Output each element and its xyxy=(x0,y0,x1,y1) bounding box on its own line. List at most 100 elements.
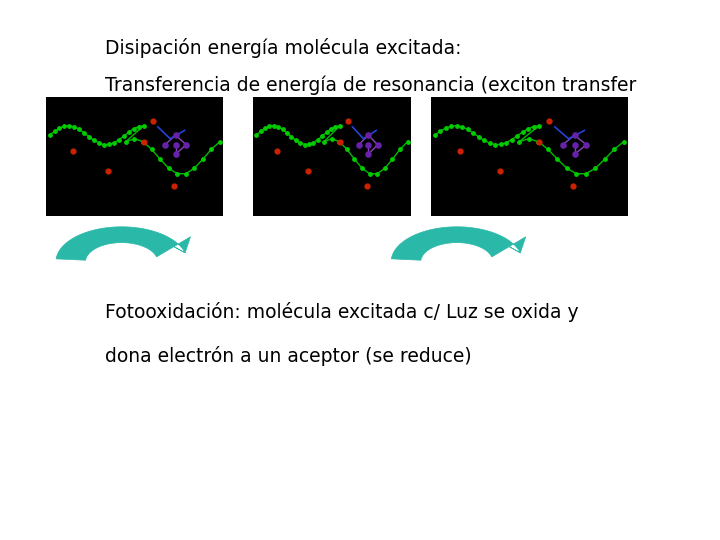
Point xyxy=(451,122,462,130)
Point xyxy=(402,137,413,146)
Point xyxy=(98,140,109,149)
Point xyxy=(129,134,140,143)
Point xyxy=(348,155,360,164)
Point xyxy=(522,124,534,133)
Point xyxy=(570,170,582,178)
Point xyxy=(168,182,179,191)
Point xyxy=(590,164,601,173)
Bar xyxy=(46,97,223,216)
Text: dona electrón a un aceptor (se reduce): dona electrón a un aceptor (se reduce) xyxy=(105,346,472,366)
Text: Fotooxidación: molécula excitada c/ Luz se oxida y: Fotooxidación: molécula excitada c/ Luz … xyxy=(105,302,579,322)
Point xyxy=(268,122,279,130)
Point xyxy=(333,137,345,146)
PathPatch shape xyxy=(392,227,526,260)
Point xyxy=(478,136,490,145)
Point xyxy=(307,138,319,147)
Point xyxy=(353,140,364,149)
Point xyxy=(170,150,181,159)
Point xyxy=(326,134,338,143)
Point xyxy=(372,170,383,178)
Point xyxy=(138,122,149,130)
Point xyxy=(528,122,539,131)
Point xyxy=(543,117,554,125)
Text: Disipación energía molécula excitada:: Disipación energía molécula excitada: xyxy=(105,38,462,58)
Point xyxy=(456,123,468,131)
Point xyxy=(102,166,114,175)
Point xyxy=(180,170,192,178)
Point xyxy=(171,170,183,178)
Point xyxy=(154,155,166,164)
Point xyxy=(181,140,192,149)
Point xyxy=(197,155,209,164)
Point xyxy=(290,136,302,145)
Point xyxy=(68,123,80,131)
Point xyxy=(569,140,580,149)
Point xyxy=(440,124,451,132)
Point xyxy=(103,140,114,149)
Point xyxy=(542,145,554,153)
Point xyxy=(569,150,580,159)
Point xyxy=(473,132,485,141)
Point xyxy=(467,129,479,137)
Point xyxy=(511,132,523,140)
Point xyxy=(94,139,105,147)
Point xyxy=(445,122,456,131)
Point xyxy=(569,131,580,139)
Point xyxy=(312,136,323,144)
Point xyxy=(495,140,506,149)
Point xyxy=(334,138,346,147)
Point xyxy=(362,150,374,159)
Point xyxy=(294,139,306,147)
Point xyxy=(163,164,174,173)
Point xyxy=(286,132,297,141)
Point xyxy=(379,164,391,173)
Point xyxy=(251,131,262,139)
Point xyxy=(342,117,354,125)
Point xyxy=(128,124,140,133)
Point xyxy=(534,122,545,130)
Point xyxy=(552,155,563,164)
Point xyxy=(145,145,157,153)
Point xyxy=(462,125,473,134)
Point xyxy=(49,127,60,136)
Point xyxy=(618,137,629,146)
Point xyxy=(599,155,611,164)
Point xyxy=(330,122,341,131)
Point xyxy=(159,140,171,149)
Point xyxy=(272,123,284,131)
Point xyxy=(44,131,55,139)
Point xyxy=(147,117,158,125)
Point xyxy=(534,138,545,147)
Bar xyxy=(431,97,628,216)
Point xyxy=(264,122,275,131)
Point xyxy=(133,122,145,131)
Point xyxy=(505,136,517,144)
Point xyxy=(454,146,466,155)
Point xyxy=(206,145,217,153)
Point xyxy=(434,127,446,136)
Text: Transferencia de energía de resonancia (exciton transfer: Transferencia de energía de resonancia (… xyxy=(105,76,636,95)
Point xyxy=(334,122,346,130)
Point xyxy=(271,146,282,155)
Point xyxy=(282,129,293,137)
Point xyxy=(214,137,225,146)
Point xyxy=(557,140,569,149)
Point xyxy=(356,164,368,173)
Point xyxy=(321,128,333,137)
Point xyxy=(89,136,100,145)
Point xyxy=(113,136,125,144)
Point xyxy=(58,122,70,131)
Point xyxy=(259,124,271,132)
Point xyxy=(513,137,525,146)
Point xyxy=(63,122,75,130)
Point xyxy=(138,138,149,147)
Point xyxy=(362,131,374,139)
Point xyxy=(372,140,384,149)
Point xyxy=(67,146,78,155)
Point xyxy=(428,131,440,139)
Point xyxy=(108,138,120,147)
Point xyxy=(517,128,528,137)
Point xyxy=(317,132,328,140)
Point xyxy=(580,170,592,178)
Point xyxy=(561,164,572,173)
